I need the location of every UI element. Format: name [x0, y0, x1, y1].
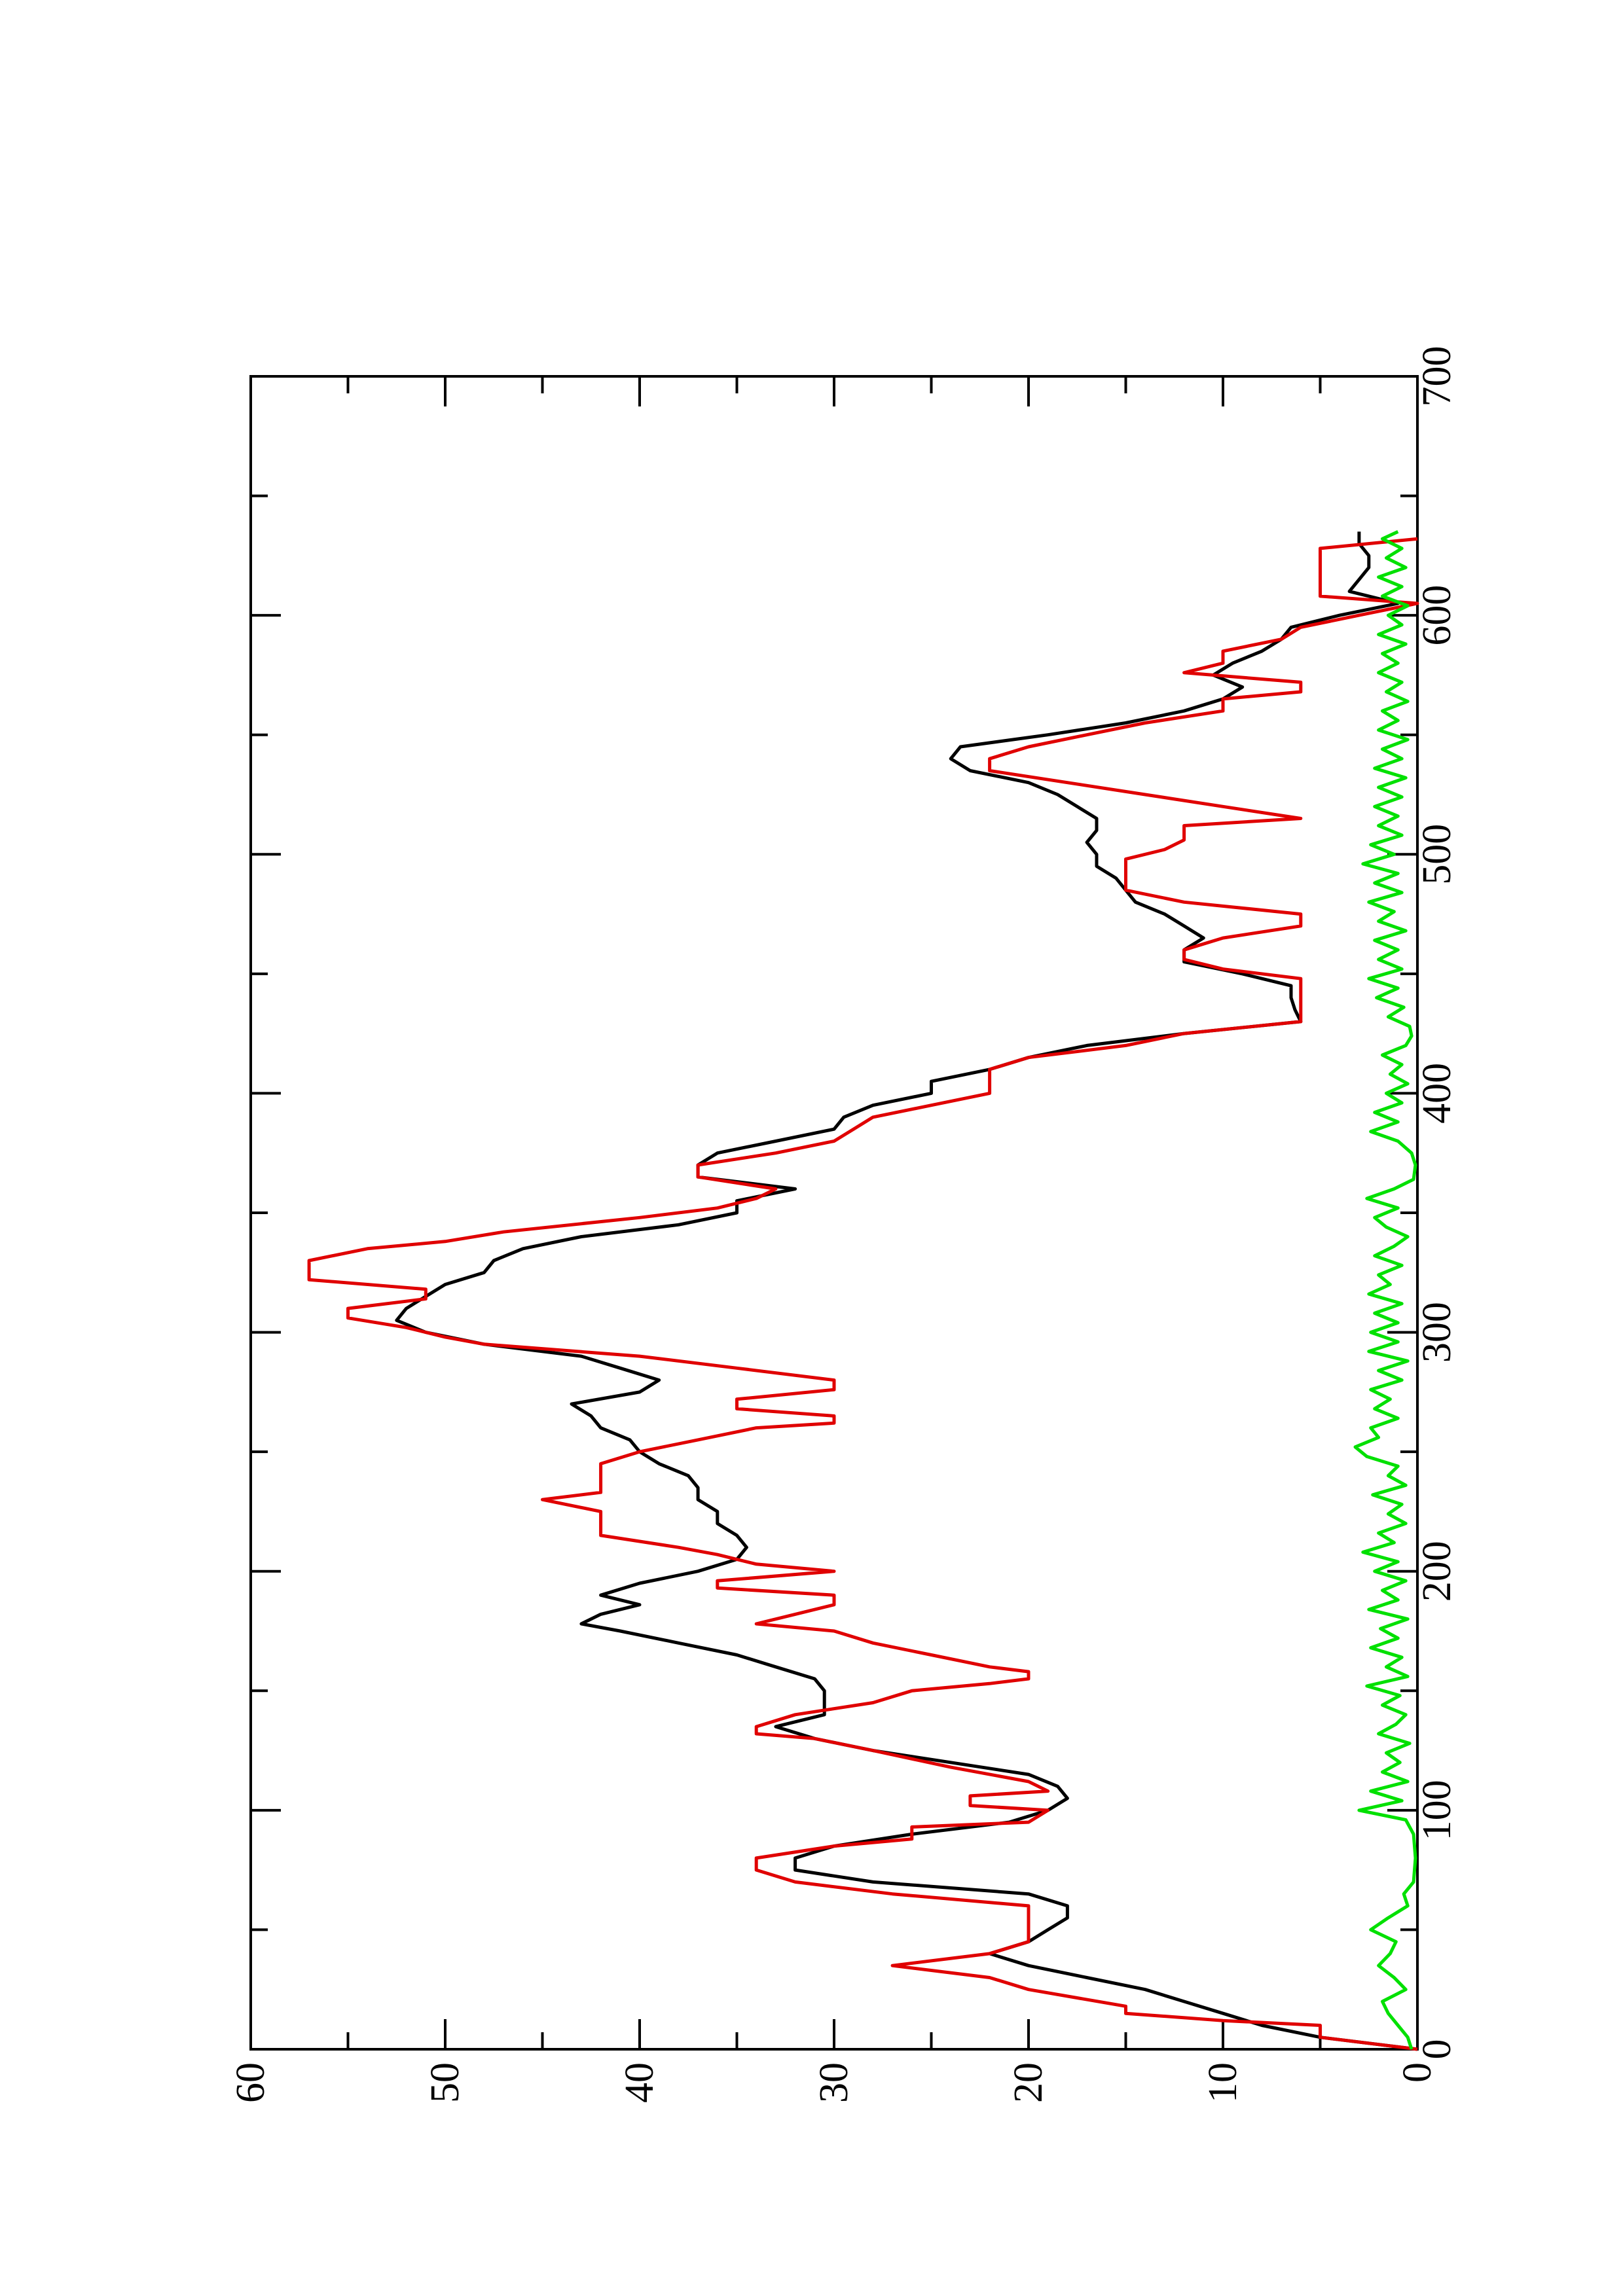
y-tick-label: 60 [228, 2062, 273, 2103]
y-tick-label: 0 [1395, 2062, 1440, 2083]
y-tick-label: 30 [812, 2062, 856, 2103]
x-tick-label: 500 [1415, 824, 1459, 885]
chart-series [307, 530, 1419, 2051]
tick-labels: 0 100 200 300 400 500 600 700 0 10 20 30 40 50 60 [228, 346, 1459, 2104]
axis-ticks [249, 375, 1419, 2051]
y-tick-label: 40 [617, 2062, 662, 2103]
y-tick-label: 10 [1201, 2062, 1245, 2103]
x-tick-label: 600 [1415, 585, 1459, 646]
x-tick-label: 100 [1415, 1780, 1459, 1840]
x-tick-label: 400 [1415, 1063, 1459, 1124]
plot-frame [249, 375, 1419, 2051]
y-tick-label: 50 [423, 2062, 467, 2103]
series-black-line [395, 531, 1418, 2051]
x-tick-label: 200 [1415, 1541, 1459, 1602]
series-red-line [307, 537, 1419, 2051]
x-tick-label: 700 [1415, 346, 1459, 407]
x-tick-label: 0 [1415, 2039, 1459, 2060]
series-green-line [1353, 530, 1417, 2050]
x-tick-label: 300 [1415, 1302, 1459, 1363]
y-tick-label: 20 [1006, 2062, 1051, 2103]
